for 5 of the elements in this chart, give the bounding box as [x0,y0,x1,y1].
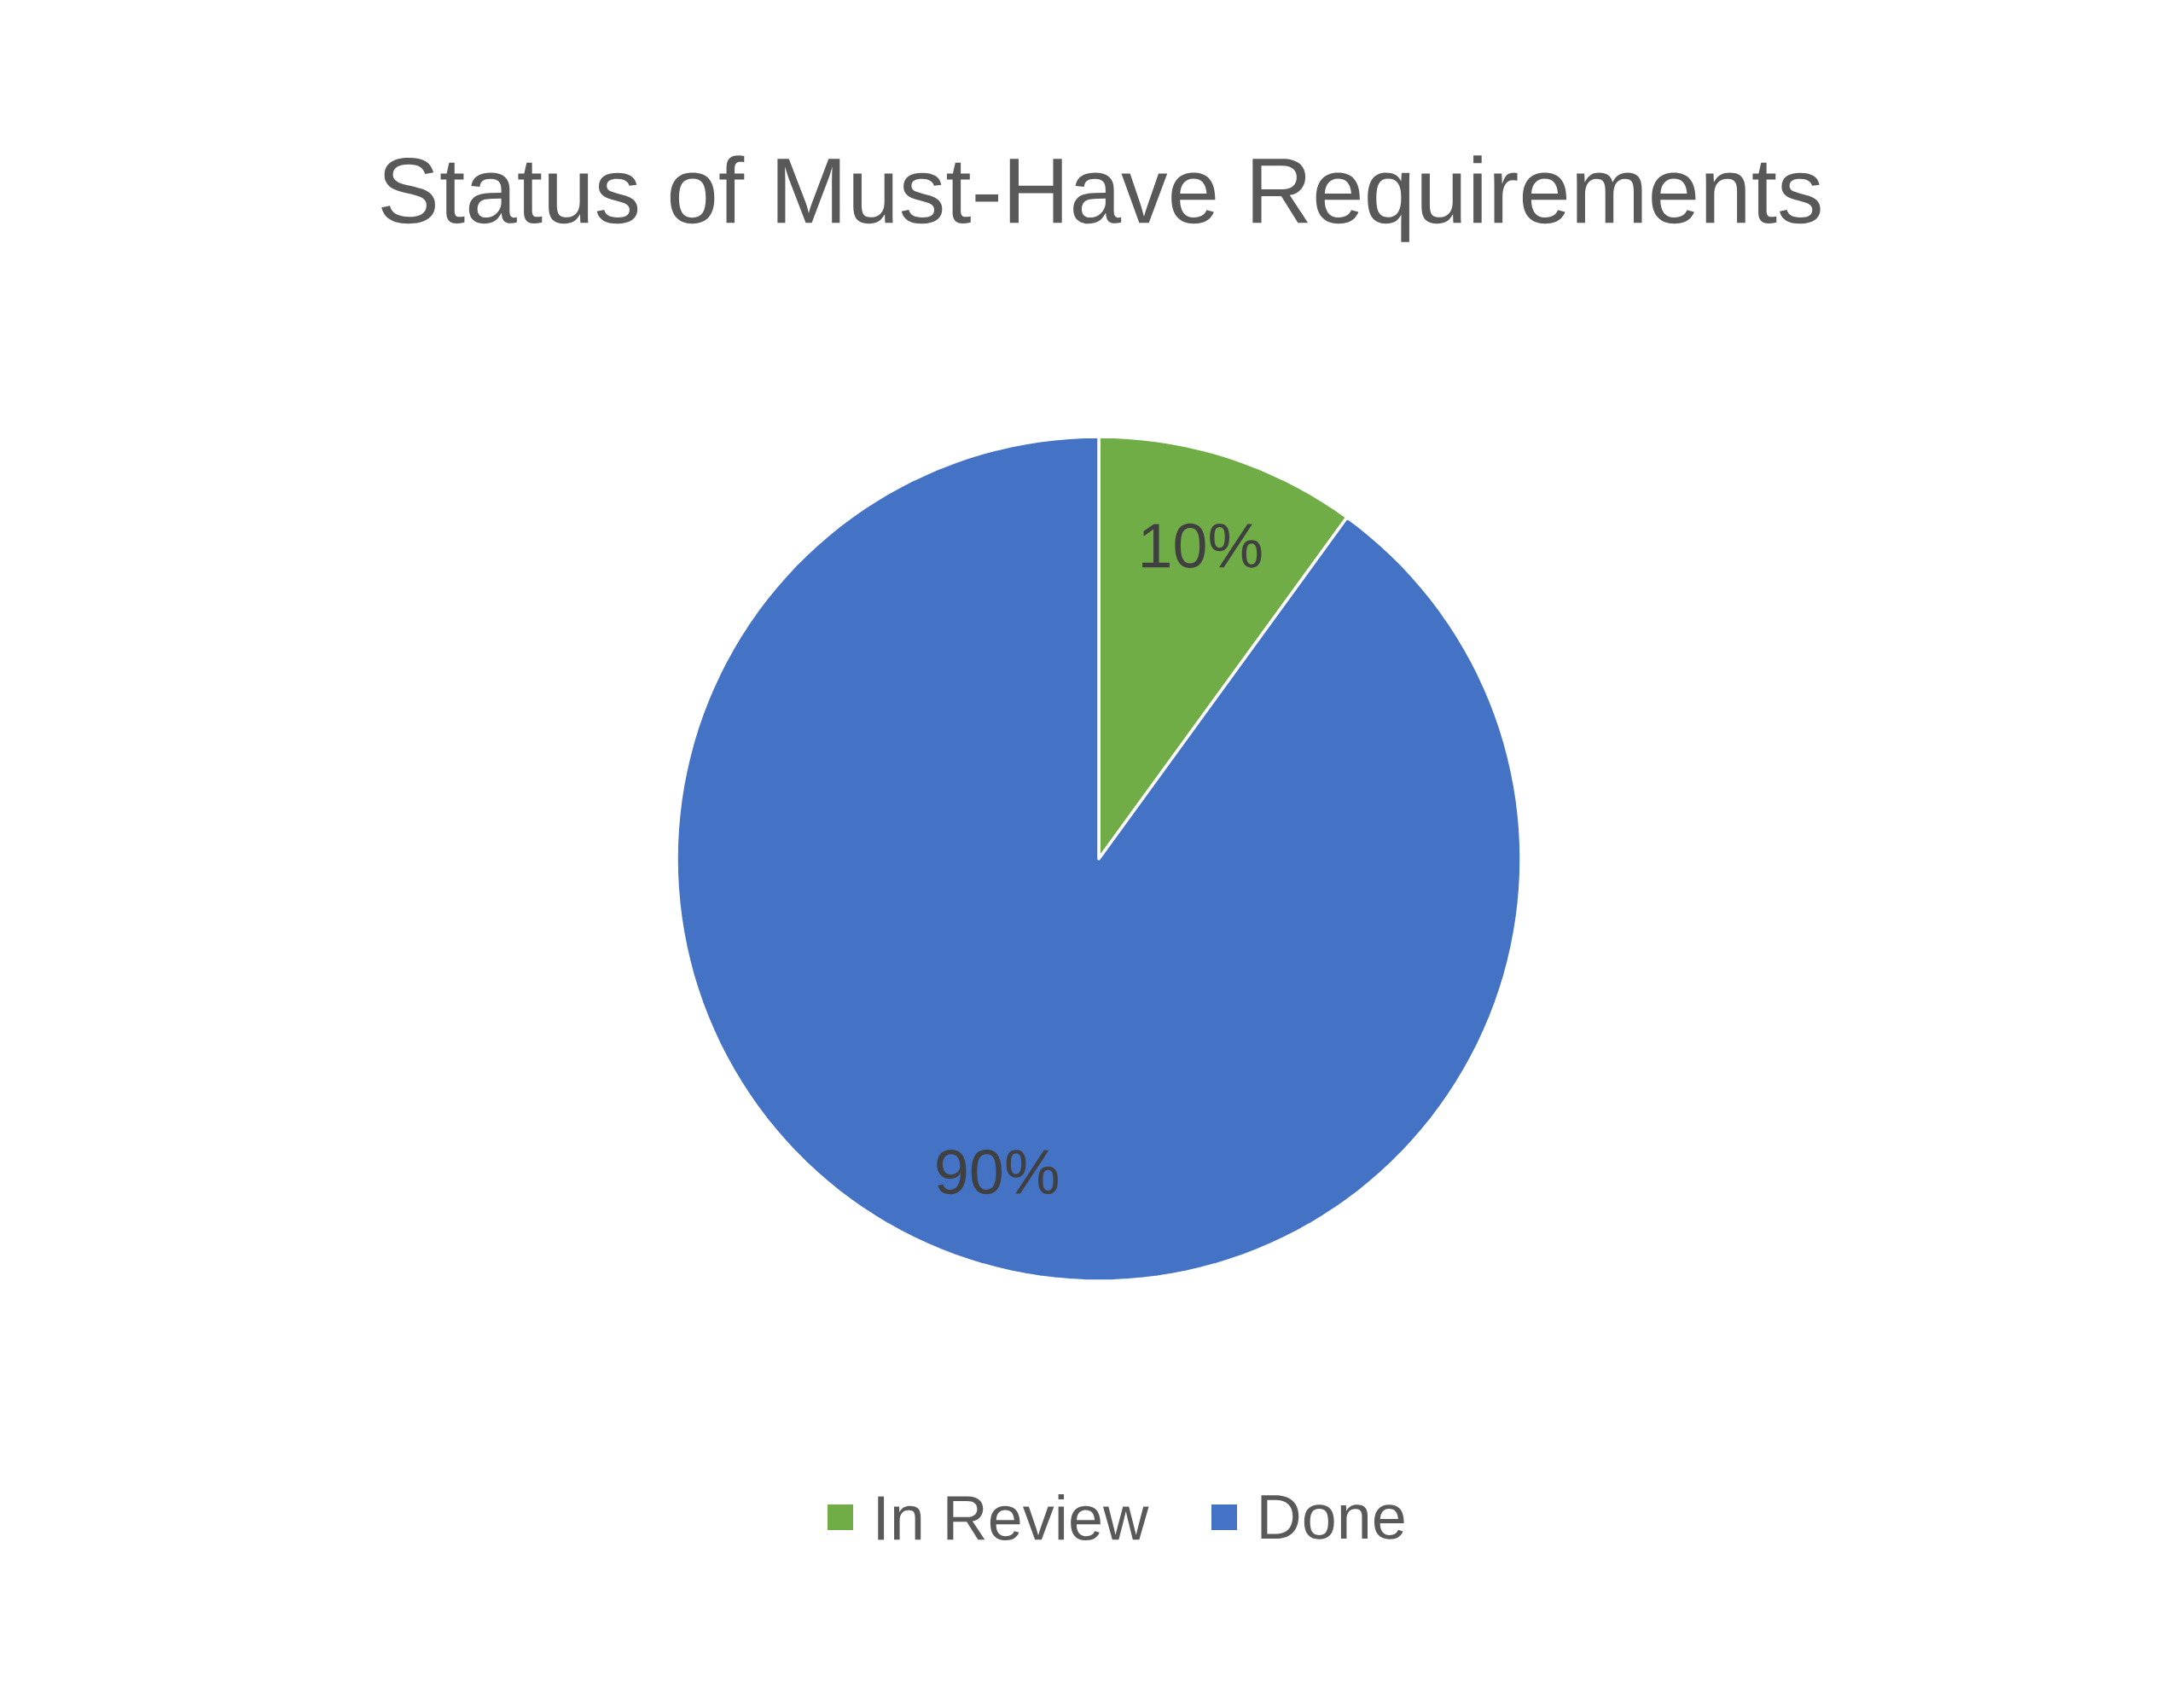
legend-label: Done [1261,1495,1404,1539]
data-label: 90% [937,1150,1058,1195]
legend-label: In Review [878,1493,1149,1541]
data-label: 10% [1142,523,1262,568]
chart-title: Status of Must-Have Requirements [381,155,1821,242]
